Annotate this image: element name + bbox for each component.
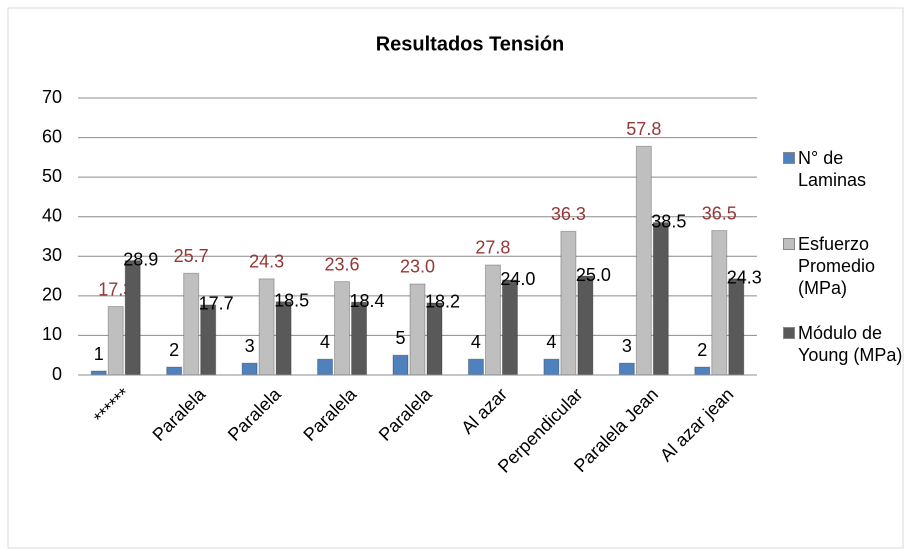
bar	[317, 358, 334, 376]
data-label: 2	[169, 340, 179, 360]
bar	[124, 260, 141, 376]
bar	[409, 283, 426, 376]
data-label: 4	[546, 332, 556, 352]
data-label: 24.3	[727, 268, 762, 288]
y-tick-label: 30	[42, 245, 62, 265]
data-label: 27.8	[475, 238, 510, 258]
bar	[275, 301, 292, 376]
y-tick-label: 60	[42, 126, 62, 146]
bar	[728, 278, 745, 376]
bar	[392, 354, 409, 376]
bar	[652, 222, 669, 376]
data-label: 3	[622, 336, 632, 356]
data-label: 28.9	[123, 249, 158, 269]
bar	[577, 275, 594, 376]
legend-marker	[783, 238, 795, 250]
data-label: 36.5	[702, 203, 737, 223]
bar	[694, 366, 711, 376]
y-tick-label: 40	[42, 205, 62, 225]
legend-marker	[783, 327, 795, 339]
legend-label: Módulo de Young (MPa)	[798, 323, 903, 365]
bar	[635, 145, 652, 376]
bar	[90, 370, 107, 376]
data-label: 18.4	[350, 291, 385, 311]
data-label: 17.3	[98, 279, 133, 299]
data-label: 25.0	[576, 265, 611, 285]
bar	[467, 358, 484, 376]
data-label: 4	[320, 332, 330, 352]
bar	[258, 278, 275, 376]
y-tick-label: 70	[42, 87, 62, 107]
bar	[334, 281, 351, 376]
y-tick-label: 0	[52, 364, 62, 384]
data-label: 1	[94, 344, 104, 364]
bar	[501, 279, 518, 376]
y-tick-label: 20	[42, 285, 62, 305]
data-label: 24.3	[249, 252, 284, 272]
data-label: 36.3	[551, 204, 586, 224]
data-label: 23.6	[325, 254, 360, 274]
chart-title: Resultados Tensión	[376, 33, 565, 55]
data-label: 24.0	[500, 269, 535, 289]
bar	[618, 362, 635, 376]
legend-label: Esfuerzo Promedio (MPa)	[798, 234, 876, 298]
data-label: 17.7	[199, 294, 234, 314]
bar	[543, 358, 560, 376]
bar	[711, 230, 728, 376]
data-label: 18.5	[274, 291, 309, 311]
data-label: 5	[395, 328, 405, 348]
data-label: 2	[697, 340, 707, 360]
bar	[484, 264, 501, 376]
bar	[166, 366, 183, 376]
legend-marker	[783, 152, 795, 164]
y-tick-label: 10	[42, 324, 62, 344]
bar	[351, 301, 368, 376]
bar	[200, 304, 217, 376]
bar	[107, 306, 124, 376]
data-label: 3	[245, 336, 255, 356]
bar	[183, 272, 200, 376]
chart-frame	[7, 7, 904, 549]
y-tick-label: 50	[42, 166, 62, 186]
data-label: 18.2	[425, 292, 460, 312]
data-label: 38.5	[651, 211, 686, 231]
legend-label: N° de Laminas	[798, 148, 867, 190]
bar	[560, 230, 577, 376]
data-label: 23.0	[400, 257, 435, 277]
bar	[426, 302, 443, 376]
data-label: 57.8	[626, 119, 661, 139]
data-label: 4	[471, 332, 481, 352]
data-label: 25.7	[174, 246, 209, 266]
bar	[241, 362, 258, 376]
